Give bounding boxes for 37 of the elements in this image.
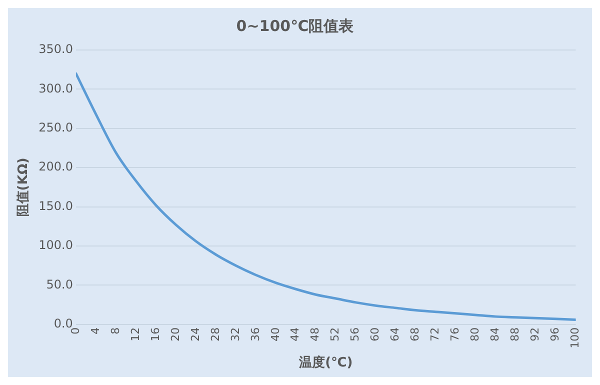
x-axis-title: 温度(℃) <box>298 354 353 371</box>
x-tick-label: 36 <box>248 327 262 342</box>
x-tick-label: 88 <box>508 327 522 342</box>
x-tick-label: 28 <box>208 327 222 342</box>
chart-title: 0~100℃阻值表 <box>236 16 355 35</box>
x-tick-label: 64 <box>388 327 402 342</box>
y-tick-label: 300.0 <box>38 81 73 96</box>
y-tick-label: 100.0 <box>38 238 73 252</box>
x-tick-label: 80 <box>468 327 482 342</box>
x-tick-label: 24 <box>188 327 202 342</box>
x-tick-label: 60 <box>368 327 382 342</box>
y-tick-label: 150.0 <box>38 198 73 213</box>
x-tick-label: 8 <box>108 327 122 334</box>
x-tick-label: 20 <box>168 327 182 342</box>
x-tick-label: 52 <box>328 327 342 342</box>
y-tick-label: 200.0 <box>38 160 73 174</box>
x-tick-label: 76 <box>448 327 462 342</box>
x-tick-label: 4 <box>88 327 102 334</box>
line-series <box>76 72 576 321</box>
x-tick-label: 40 <box>268 327 282 342</box>
x-tick-label: 96 <box>548 327 562 342</box>
x-tick-label: 44 <box>288 327 302 342</box>
x-tick-label: 56 <box>348 327 362 342</box>
x-tick-label: 100 <box>568 327 582 348</box>
y-axis-title: 阻值(KΩ) <box>16 158 32 217</box>
y-tick-label: 250.0 <box>38 120 73 135</box>
x-tick-label: 32 <box>228 327 242 342</box>
y-tick-label: 50.0 <box>46 277 73 292</box>
x-tick-label: 84 <box>488 327 502 342</box>
x-tick-label: 72 <box>428 327 442 342</box>
x-tick-label: 12 <box>128 327 142 342</box>
x-tick-label: 68 <box>408 327 422 342</box>
x-tick-label: 0 <box>68 327 82 334</box>
x-tick-label: 48 <box>308 327 322 342</box>
x-tick-label: 92 <box>528 327 542 342</box>
y-tick-label: 350.0 <box>38 42 73 56</box>
x-tick-label: 16 <box>148 327 162 342</box>
